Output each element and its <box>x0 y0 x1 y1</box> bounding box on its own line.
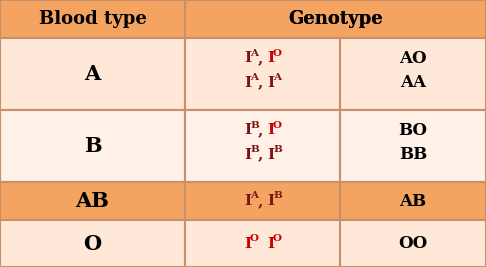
Bar <box>0 0 185 38</box>
Text: AB: AB <box>399 193 427 210</box>
Bar <box>0 38 185 110</box>
Text: I: I <box>267 194 275 208</box>
Text: I: I <box>244 76 251 90</box>
Text: AO: AO <box>399 50 427 67</box>
Text: Blood type: Blood type <box>38 10 146 28</box>
Text: I: I <box>267 123 275 137</box>
Text: I: I <box>244 148 251 162</box>
Text: Genotype: Genotype <box>288 10 383 28</box>
Text: AA: AA <box>400 74 426 91</box>
Bar <box>0 110 185 182</box>
Bar <box>185 0 486 38</box>
Text: BO: BO <box>399 122 428 139</box>
Text: A: A <box>250 191 259 201</box>
Bar <box>340 110 486 182</box>
Bar <box>0 182 185 220</box>
Text: I: I <box>244 123 251 137</box>
Bar <box>185 110 340 182</box>
Text: ,: , <box>257 123 263 137</box>
Text: I: I <box>267 76 275 90</box>
Text: I: I <box>267 51 275 65</box>
Text: O: O <box>250 234 259 243</box>
Bar <box>340 220 486 267</box>
Text: AB: AB <box>75 191 109 211</box>
Bar <box>185 38 340 110</box>
Bar <box>0 220 185 267</box>
Bar <box>185 220 340 267</box>
Text: A: A <box>85 64 101 84</box>
Text: B: B <box>84 136 101 156</box>
Text: ,: , <box>257 76 263 90</box>
Text: B: B <box>250 145 259 154</box>
Text: B: B <box>250 121 259 130</box>
Text: I: I <box>244 51 251 65</box>
Text: A: A <box>274 73 281 82</box>
Text: B: B <box>273 145 282 154</box>
Text: I: I <box>267 237 275 250</box>
Text: A: A <box>250 49 259 58</box>
Text: A: A <box>250 73 259 82</box>
Text: I: I <box>244 194 251 208</box>
Text: I: I <box>267 148 275 162</box>
Text: BB: BB <box>399 146 427 163</box>
Text: O: O <box>273 49 282 58</box>
Text: I: I <box>244 237 251 250</box>
Text: O: O <box>273 234 282 243</box>
Text: ,: , <box>257 194 263 208</box>
Text: Genotype: Genotype <box>288 10 383 28</box>
Text: OO: OO <box>399 235 428 252</box>
Text: O: O <box>84 234 102 253</box>
Text: ,: , <box>257 51 263 65</box>
Bar <box>185 182 340 220</box>
Text: B: B <box>273 191 282 201</box>
Text: O: O <box>273 121 282 130</box>
Bar <box>340 38 486 110</box>
Bar <box>340 182 486 220</box>
Text: ,: , <box>257 148 263 162</box>
